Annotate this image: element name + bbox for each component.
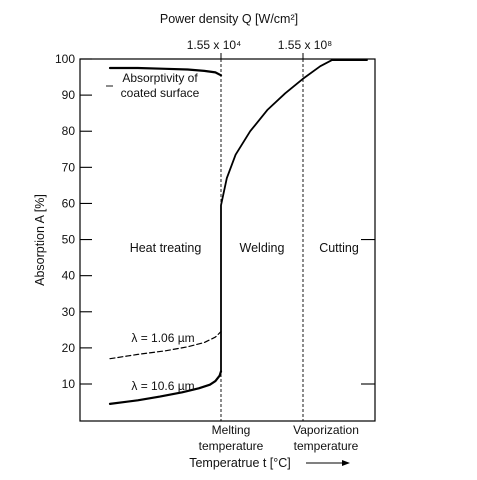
top-tick-label-2: 1.55 x 10⁸ bbox=[278, 38, 332, 52]
marker-label-1-line1: Melting bbox=[212, 423, 251, 437]
y-tick-label-80: 80 bbox=[62, 124, 76, 138]
x-axis-label: Temperatrue t [°C] bbox=[189, 456, 291, 470]
top-tick-label-1: 1.55 x 10⁴ bbox=[187, 38, 242, 52]
y-tick-label-100: 100 bbox=[55, 52, 75, 66]
y-tick-label-30: 30 bbox=[62, 305, 76, 319]
series-line-2 bbox=[109, 331, 222, 360]
marker-label-2-line1: Vaporization bbox=[293, 423, 359, 437]
y-tick-label-40: 40 bbox=[62, 269, 76, 283]
marker-label-2-line2: temperature bbox=[294, 439, 359, 453]
coated-label-line1: Absorptivity of bbox=[122, 71, 198, 85]
y-axis-label: Absorption A [%] bbox=[33, 194, 47, 286]
y-tick-label-50: 50 bbox=[62, 233, 76, 247]
y-tick-label-10: 10 bbox=[62, 377, 76, 391]
x-axis-arrow-head bbox=[342, 460, 350, 466]
series-line-1 bbox=[108, 66, 223, 77]
region-label-3: Cutting bbox=[319, 241, 359, 255]
top-axis-label: Power density Q [W/cm²] bbox=[160, 12, 298, 26]
y-tick-label-60: 60 bbox=[62, 196, 76, 210]
coated-label-line2: coated surface bbox=[121, 86, 200, 100]
series-line-3 bbox=[108, 370, 223, 405]
region-label-2: Welding bbox=[240, 241, 285, 255]
series-line-4 bbox=[220, 59, 368, 373]
y-tick-label-70: 70 bbox=[62, 160, 76, 174]
plot-frame bbox=[79, 58, 376, 422]
marker-label-1-line2: temperature bbox=[199, 439, 264, 453]
y-tick-label-20: 20 bbox=[62, 341, 76, 355]
region-label-1: Heat treating bbox=[130, 241, 202, 255]
lambda-1060-label: λ = 10.6 µm bbox=[131, 379, 194, 393]
y-tick-label-90: 90 bbox=[62, 88, 76, 102]
lambda-106-label: λ = 1.06 µm bbox=[131, 331, 194, 345]
